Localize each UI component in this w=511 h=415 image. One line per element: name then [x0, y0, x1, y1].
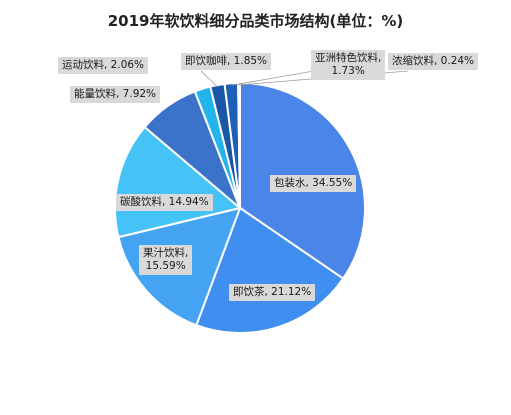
pie-slice-1 — [195, 206, 345, 334]
slice-label-3: 碳酸饮料, 14.94% — [116, 194, 213, 211]
slice-label-2: 果汁饮料, 15.59% — [139, 245, 193, 275]
chart-title: 2019年软饮料细分品类市场结构(单位：%) — [107, 12, 404, 30]
slice-label-6: 即饮咖啡, 1.85% — [181, 53, 272, 70]
slice-label-0: 包装水, 34.55% — [270, 175, 357, 192]
slice-label-4: 能量饮料, 7.92% — [70, 86, 161, 103]
slice-label-7: 亚洲特色饮料, 1.73% — [311, 50, 386, 80]
slice-label-5: 运动饮料, 2.06% — [58, 57, 149, 74]
pie-slice-8 — [237, 81, 241, 209]
slice-label-1: 即饮茶, 21.12% — [229, 284, 316, 301]
slice-label-8: 浓缩饮料, 0.24% — [388, 53, 479, 70]
leader-line-6 — [200, 70, 218, 88]
